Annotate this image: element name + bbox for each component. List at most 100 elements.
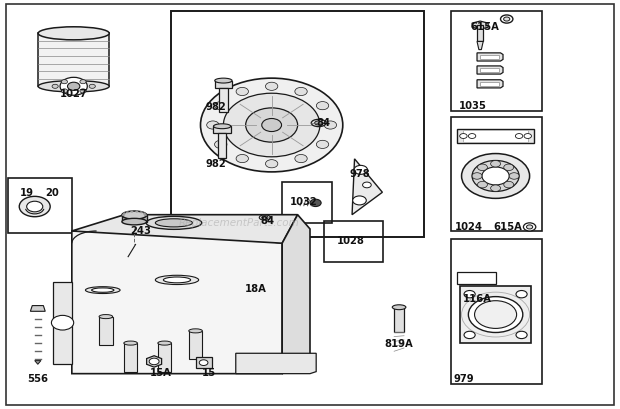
Circle shape [123, 213, 125, 214]
Circle shape [482, 167, 509, 185]
Circle shape [215, 140, 227, 148]
Circle shape [490, 160, 500, 167]
Ellipse shape [259, 215, 270, 220]
Circle shape [464, 331, 475, 339]
Circle shape [464, 290, 475, 298]
Bar [480, 82, 499, 86]
Circle shape [524, 134, 531, 139]
Bar [451, 239, 542, 384]
Text: 20: 20 [45, 188, 59, 198]
Bar [8, 178, 72, 233]
Circle shape [19, 196, 50, 217]
Polygon shape [213, 126, 231, 133]
Circle shape [89, 84, 95, 88]
Text: 84: 84 [317, 118, 330, 128]
Circle shape [262, 119, 281, 132]
Text: ReplacementParts.com: ReplacementParts.com [179, 218, 299, 228]
Bar [451, 117, 542, 231]
Text: 1028: 1028 [337, 236, 365, 246]
Ellipse shape [213, 124, 231, 129]
Ellipse shape [156, 275, 198, 285]
Polygon shape [72, 215, 298, 243]
Circle shape [353, 196, 366, 205]
Text: 615A: 615A [471, 22, 500, 32]
Circle shape [324, 121, 337, 129]
Circle shape [363, 182, 371, 188]
Ellipse shape [314, 121, 322, 125]
Circle shape [265, 160, 278, 168]
Circle shape [61, 89, 68, 93]
Bar [463, 130, 528, 142]
Circle shape [126, 211, 128, 213]
Bar [282, 182, 332, 223]
Circle shape [474, 301, 516, 328]
Bar [480, 68, 499, 72]
Polygon shape [477, 80, 503, 88]
Ellipse shape [215, 78, 232, 83]
Circle shape [509, 173, 519, 179]
Circle shape [515, 134, 523, 139]
Ellipse shape [92, 288, 114, 292]
Text: 15: 15 [202, 368, 216, 378]
Text: 979: 979 [454, 373, 474, 384]
Ellipse shape [122, 211, 147, 219]
Circle shape [500, 15, 513, 23]
Circle shape [477, 181, 487, 188]
Text: 982: 982 [206, 159, 226, 169]
Polygon shape [188, 331, 202, 360]
Circle shape [472, 173, 482, 179]
Circle shape [144, 214, 147, 216]
Circle shape [131, 211, 133, 212]
Polygon shape [477, 25, 483, 41]
Text: 1027: 1027 [60, 90, 87, 99]
Circle shape [310, 199, 321, 207]
Bar [451, 11, 542, 111]
Ellipse shape [146, 216, 202, 229]
Ellipse shape [122, 218, 147, 225]
Polygon shape [124, 343, 138, 372]
Text: 556: 556 [27, 374, 48, 384]
Circle shape [477, 164, 487, 171]
Polygon shape [282, 215, 310, 374]
Text: 978: 978 [350, 169, 371, 179]
Circle shape [246, 108, 298, 142]
Circle shape [122, 214, 125, 216]
Circle shape [526, 225, 533, 229]
Ellipse shape [392, 305, 406, 310]
Text: 615A: 615A [494, 222, 523, 232]
Polygon shape [53, 282, 72, 364]
Circle shape [80, 89, 86, 93]
Bar [195, 357, 211, 368]
Circle shape [461, 153, 529, 198]
Circle shape [295, 155, 308, 163]
Polygon shape [219, 88, 228, 112]
Ellipse shape [188, 329, 202, 333]
Circle shape [354, 165, 368, 174]
Bar [38, 33, 109, 86]
Circle shape [80, 80, 86, 84]
Polygon shape [158, 343, 172, 372]
Ellipse shape [158, 341, 172, 345]
Circle shape [149, 358, 159, 365]
Polygon shape [30, 306, 45, 311]
Circle shape [459, 134, 467, 139]
Text: 15A: 15A [149, 368, 171, 378]
Polygon shape [218, 133, 226, 157]
Circle shape [236, 155, 249, 163]
Text: 243: 243 [131, 226, 151, 236]
Polygon shape [477, 66, 503, 74]
Circle shape [143, 213, 146, 214]
Circle shape [503, 17, 510, 21]
Circle shape [516, 331, 527, 339]
Text: 84: 84 [261, 216, 275, 226]
Bar [480, 55, 499, 59]
Circle shape [215, 101, 227, 110]
Polygon shape [460, 286, 531, 343]
Circle shape [200, 78, 343, 172]
Circle shape [316, 140, 329, 148]
Circle shape [516, 290, 527, 298]
Circle shape [68, 82, 80, 90]
Circle shape [223, 93, 320, 157]
Circle shape [199, 360, 208, 366]
Circle shape [60, 77, 87, 95]
